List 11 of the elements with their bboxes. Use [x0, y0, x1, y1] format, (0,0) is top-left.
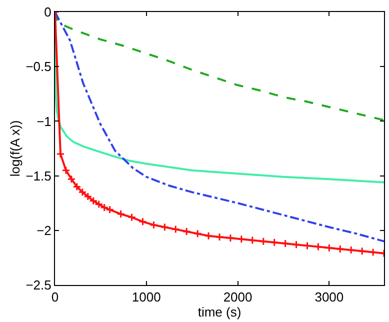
y-tick-label: −2	[36, 222, 52, 238]
y-axis-title: log(f(A x))	[8, 120, 23, 177]
x-axis-title: time (s)	[198, 304, 242, 320]
x-tick-label: 1000	[132, 290, 161, 305]
y-tick-label: 0	[44, 4, 52, 20]
x-tick-label: 3000	[314, 290, 344, 305]
y-tick-label: −2.5	[26, 278, 52, 293]
y-tick-label: −1.5	[26, 168, 52, 184]
y-tick-label: −0.5	[26, 59, 52, 74]
y-tick-label: −1	[36, 114, 52, 129]
x-tick-label: 2000	[223, 290, 252, 305]
